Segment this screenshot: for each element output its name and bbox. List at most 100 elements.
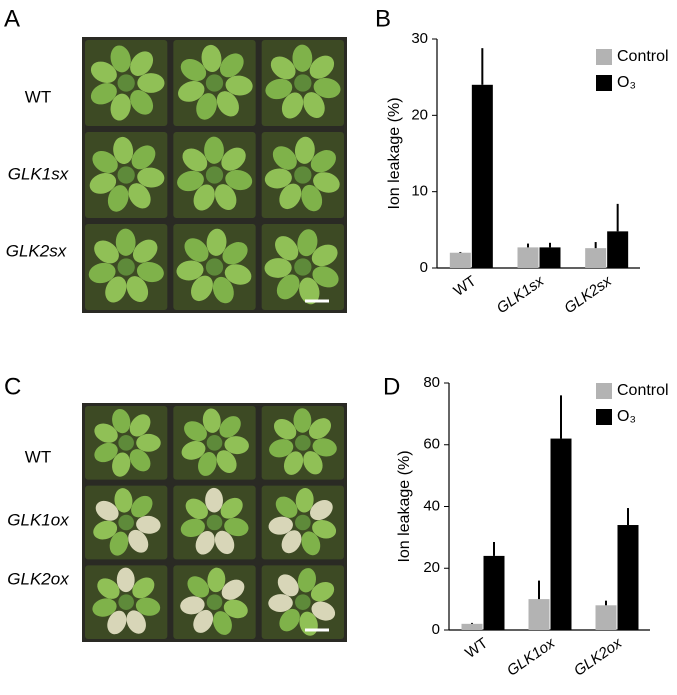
leaf: [310, 581, 335, 602]
rosette-center: [118, 514, 134, 531]
leaf: [216, 450, 237, 473]
leaf: [92, 598, 117, 617]
leaf: [136, 515, 161, 534]
leaf: [277, 574, 299, 597]
x-tick-label: WT: [462, 635, 491, 662]
legend-label: Control: [617, 48, 669, 65]
legend-swatch: [596, 75, 612, 91]
bar: [585, 248, 607, 268]
leaf: [115, 228, 136, 256]
bar: [607, 231, 629, 268]
rosette-center: [205, 166, 224, 184]
leaf: [112, 452, 131, 477]
leaf: [265, 78, 293, 100]
y-axis-label: Ion leakage (%): [396, 450, 413, 562]
rosette-center: [295, 594, 311, 610]
leaf: [190, 275, 213, 302]
leaf: [94, 423, 118, 443]
leaf: [268, 516, 293, 535]
y-tick-label: 60: [423, 436, 440, 453]
rosette-center: [295, 514, 311, 531]
leaf: [107, 185, 129, 212]
bar: [471, 84, 493, 268]
leaf: [312, 438, 337, 457]
bar: [461, 623, 483, 630]
leaf: [213, 611, 232, 635]
leaf: [95, 500, 119, 521]
y-tick-label: 30: [411, 30, 428, 47]
leaf: [207, 567, 226, 593]
leaf: [109, 531, 129, 556]
rosette-center: [205, 74, 224, 92]
rosette-center: [206, 514, 223, 531]
leaf: [182, 148, 208, 172]
leaf: [112, 408, 131, 434]
leaf: [205, 487, 223, 513]
leaf: [310, 500, 333, 521]
legend-label: O₃: [617, 408, 636, 425]
row-label: GLK1ox: [7, 510, 69, 529]
legend-swatch: [596, 49, 612, 65]
leaf: [221, 579, 245, 600]
leaf: [312, 519, 337, 539]
rosette-center: [117, 74, 135, 92]
x-tick-label: GLK2sx: [561, 272, 615, 317]
leaf: [279, 183, 302, 210]
y-axis-label: Ion leakage (%): [386, 97, 403, 209]
leaf: [281, 530, 302, 554]
legend-label: O₃: [617, 74, 636, 91]
leaf: [184, 421, 207, 442]
x-tick-label: GLK2ox: [571, 634, 626, 679]
leaf: [275, 496, 298, 518]
leaf: [93, 520, 118, 540]
leaf: [301, 184, 323, 212]
x-tick-label: GLK1sx: [494, 272, 548, 317]
panel-label: A: [4, 5, 20, 32]
leaf: [180, 596, 205, 615]
leaf: [276, 274, 300, 300]
leaf: [178, 81, 205, 102]
leaf: [273, 418, 297, 440]
leaf: [193, 609, 214, 633]
leaf: [184, 238, 209, 262]
leaf: [295, 488, 314, 513]
leaf: [131, 145, 156, 170]
y-tick-label: 0: [420, 259, 428, 276]
leaf: [90, 61, 117, 83]
panel-label: D: [383, 373, 400, 400]
leaf: [224, 517, 249, 537]
leaf: [297, 229, 318, 257]
leaf: [283, 451, 304, 475]
leaf: [185, 498, 208, 520]
leaf: [292, 44, 313, 72]
bar: [483, 555, 505, 630]
leaf: [131, 495, 153, 518]
y-tick-label: 20: [423, 559, 440, 576]
leaf: [126, 610, 146, 634]
bar: [550, 438, 572, 630]
leaf: [214, 184, 237, 211]
x-tick-label: WT: [451, 273, 480, 300]
leaf: [212, 276, 234, 304]
leaf: [222, 242, 248, 265]
leaf: [107, 610, 127, 635]
leaf: [206, 228, 227, 256]
leaf: [126, 276, 149, 303]
leaf: [177, 170, 204, 192]
leaf: [89, 173, 117, 194]
leaf: [219, 53, 244, 78]
leaf: [129, 414, 151, 437]
leaf: [204, 136, 224, 164]
rosette-center: [117, 166, 135, 184]
leaf: [202, 408, 221, 433]
panel-label: C: [4, 373, 21, 400]
leaf: [105, 276, 127, 303]
leaf: [310, 150, 336, 173]
leaf: [272, 146, 297, 170]
legend-swatch: [596, 409, 612, 425]
leaf: [88, 262, 116, 284]
rosette-center: [294, 74, 312, 92]
leaf: [299, 277, 320, 305]
leaf: [308, 418, 332, 440]
